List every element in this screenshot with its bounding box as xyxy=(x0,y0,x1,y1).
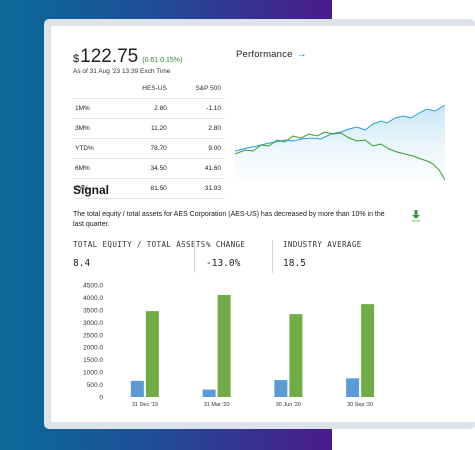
x-tick-label: 30 Sep '20 xyxy=(347,402,373,408)
index-cell: -1.10 xyxy=(170,98,225,119)
ticker-cell: 81.50 xyxy=(118,178,171,199)
metric-value: 18.5 xyxy=(283,258,306,269)
performance-sparkline xyxy=(235,104,445,181)
signal-title: Signal xyxy=(73,183,110,197)
bar-series-2 xyxy=(361,304,375,397)
ticker-cell: 2.80 xyxy=(118,98,171,119)
table-row: 3M% 11.20 2.80 xyxy=(73,118,225,139)
bar-series-2 xyxy=(289,314,303,397)
arrow-right-icon: → xyxy=(296,49,307,60)
table-row: 6M% 34.50 41.60 xyxy=(73,158,225,179)
sparkline-green-line xyxy=(235,131,445,181)
period-cell: 6M% xyxy=(73,158,119,179)
period-cell: 1M% xyxy=(73,98,119,119)
period-cell: YTD% xyxy=(73,138,119,159)
y-tick-label: 0 xyxy=(99,395,103,402)
currency-symbol: $ xyxy=(73,53,80,65)
y-tick-label: 2500.0 xyxy=(83,332,103,339)
stock-price: $122.75 (0.61 0.15%) xyxy=(73,46,182,68)
table-row: 1Y% 81.50 31.93 xyxy=(73,178,225,199)
metric-label: INDUSTRY AVERAGE xyxy=(283,240,362,249)
metric-percent-change: % CHANGE -13.0% xyxy=(206,240,245,269)
table-header: HES-US xyxy=(118,80,171,99)
equity-bar-chart: 0 500.0 1000.0 1500.0 2000.0 2500.0 3000.0 3500… xyxy=(83,283,375,408)
metric-equity-assets: TOTAL EQUITY / TOTAL ASSETS 8.4 xyxy=(73,240,206,269)
x-tick-label: 30 Jun '20 xyxy=(276,402,301,408)
metric-industry-average: INDUSTRY AVERAGE 18.5 xyxy=(283,240,362,269)
y-tick-label: 4000.0 xyxy=(83,295,103,302)
x-tick-label: 31 Mar '20 xyxy=(204,402,230,408)
y-tick-label: 3000.0 xyxy=(83,320,103,327)
period-cell: 3M% xyxy=(73,118,119,139)
y-tick-label: 500.0 xyxy=(87,382,104,389)
sparkline-blue-area xyxy=(235,105,445,181)
y-tick-label: 4500.0 xyxy=(83,283,103,290)
metric-value: -13.0% xyxy=(206,258,241,269)
y-tick-label: 1500.0 xyxy=(83,357,103,364)
download-icon[interactable] xyxy=(411,210,421,222)
metric-label: % CHANGE xyxy=(206,240,246,249)
price-value: 122.75 xyxy=(80,46,139,67)
ticker-cell: 78.70 xyxy=(118,138,171,159)
signal-description: The total equity / total assets for AES … xyxy=(73,211,385,228)
table-header: S&P 500 xyxy=(170,80,225,99)
table-row: YTD% 78.70 9.00 xyxy=(73,138,225,159)
x-tick-label: 31 Dec '19 xyxy=(132,402,158,408)
metric-divider xyxy=(272,240,273,273)
company-card: $122.75 (0.61 0.15%) As of 31 Aug '23 13:… xyxy=(51,26,475,422)
metric-label: TOTAL EQUITY / TOTAL ASSETS xyxy=(73,240,206,249)
ticker-cell: 34.50 xyxy=(118,158,171,179)
y-tick-label: 1000.0 xyxy=(83,370,103,377)
y-tick-label: 2000.0 xyxy=(83,345,103,352)
bar-series-1 xyxy=(346,378,360,397)
bar-series-1 xyxy=(130,380,144,397)
metric-value: 8.4 xyxy=(73,258,91,269)
bar-series-1 xyxy=(202,389,216,397)
table-row: 1M% 2.80 -1.10 xyxy=(73,98,225,119)
as-of-timestamp: As of 31 Aug '23 13:39 Exch Time xyxy=(73,68,171,75)
metric-divider xyxy=(194,240,195,273)
performance-table: HES-US S&P 500 1M% 2.80 -1.10 3M% 11.20 … xyxy=(73,80,225,199)
table-header-row: HES-US S&P 500 xyxy=(73,80,225,99)
bar-series-2 xyxy=(217,294,231,397)
y-tick-label: 3500.0 xyxy=(83,307,103,314)
period-cell: 1Y% xyxy=(73,178,119,199)
index-cell: 31.93 xyxy=(170,178,225,199)
table-header xyxy=(73,80,119,99)
price-change: (0.61 0.15%) xyxy=(142,57,183,64)
ticker-cell: 11.20 xyxy=(118,118,171,139)
bar-series-2 xyxy=(145,311,159,397)
performance-link[interactable]: Performance → xyxy=(236,49,307,60)
index-cell: 41.60 xyxy=(170,158,225,179)
bar-series-1 xyxy=(274,380,288,397)
index-cell: 2.80 xyxy=(170,118,225,139)
performance-label: Performance xyxy=(236,49,293,60)
index-cell: 9.00 xyxy=(170,138,225,159)
